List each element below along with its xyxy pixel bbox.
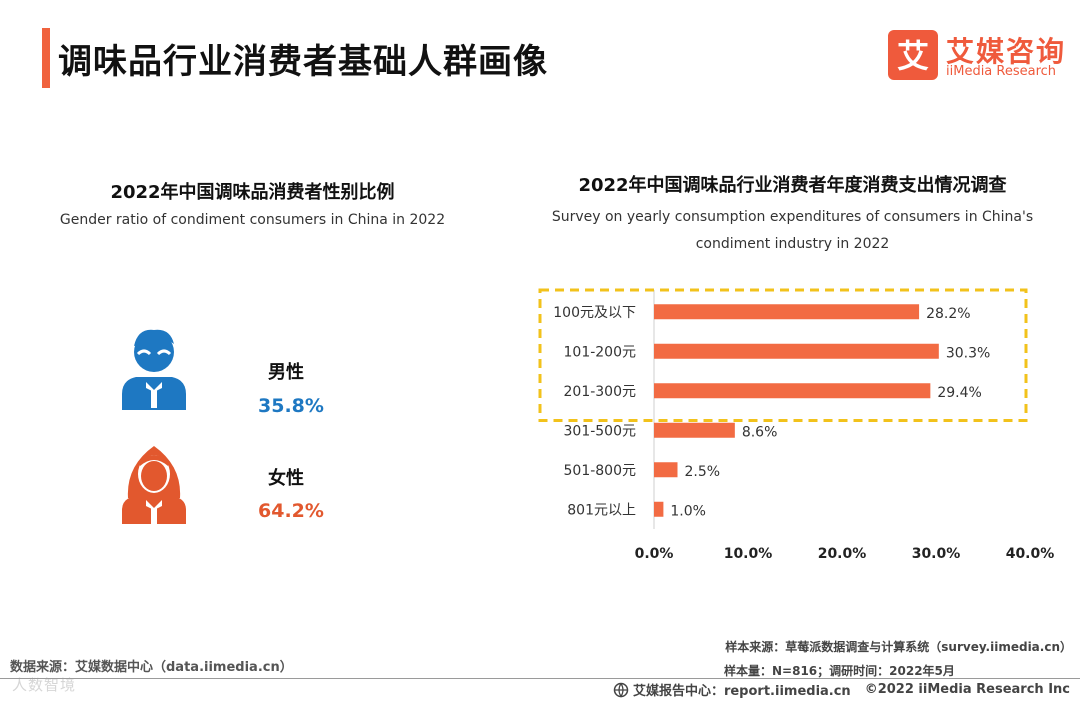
copyright: ©2022 iiMedia Research Inc <box>864 682 1070 697</box>
data-source-left: 数据来源：艾媒数据中心（data.iimedia.cn） <box>10 660 293 675</box>
footer: 艾媒报告中心：report.iimedia.cn ©2022 iiMedia R… <box>613 680 1070 699</box>
value-label: 30.3% <box>946 345 990 361</box>
bar <box>654 501 664 517</box>
iimedia-logo[interactable]: 艾 艾媒咨询 iiMedia Research <box>888 30 1068 82</box>
logo-mark: 艾 <box>888 30 938 80</box>
female-person-icon <box>122 446 186 524</box>
globe-icon <box>613 682 629 698</box>
title-accent-bar <box>42 28 50 88</box>
value-label: 1.0% <box>670 503 706 519</box>
expenditure-chart-title: 2022年中国调味品行业消费者年度消费支出情况调查 <box>578 175 1007 196</box>
sample-size: 样本量：N=816；调研时间：2022年5月 <box>724 664 955 678</box>
male-person-icon <box>122 329 186 410</box>
male-percentage: 35.8% <box>258 395 324 417</box>
footer-divider <box>0 678 1080 679</box>
subtitle-line-1: Survey on yearly consumption expenditure… <box>551 209 1034 225</box>
gender-chart-subtitle: Gender ratio of condiment consumers in C… <box>59 212 446 228</box>
value-label: 29.4% <box>937 385 981 401</box>
value-label: 8.6% <box>742 424 778 440</box>
page-title: 调味品行业消费者基础人群画像 <box>58 42 548 82</box>
expenditure-bar-chart: 100元及以下 28.2% 101-200元 30.3% 201-300元 29.4% 30… <box>538 288 1055 562</box>
gender-chart-title: 2022年中国调味品消费者性别比例 <box>110 182 395 203</box>
female-label: 女性 <box>268 468 304 489</box>
category-label: 201-300元 <box>564 384 637 400</box>
x-tick-label: 40.0% <box>1006 546 1055 562</box>
sample-source: 样本来源：草莓派数据调查与计算系统（survey.iimedia.cn） <box>725 640 1072 654</box>
x-tick-label: 10.0% <box>724 546 773 562</box>
x-tick-label: 30.0% <box>912 546 961 562</box>
category-label: 101-200元 <box>564 344 637 360</box>
category-label: 501-800元 <box>564 463 637 479</box>
bar <box>654 462 678 478</box>
female-percentage: 64.2% <box>258 500 324 522</box>
value-label: 2.5% <box>685 464 721 480</box>
bar <box>654 343 939 359</box>
category-label: 100元及以下 <box>553 305 636 321</box>
x-tick-label: 0.0% <box>635 546 674 562</box>
value-label: 28.2% <box>926 306 970 322</box>
bar <box>654 304 920 320</box>
bar <box>654 383 931 399</box>
logo-text-cn: 艾媒咨询 <box>946 35 1067 68</box>
report-center-link[interactable]: 艾媒报告中心：report.iimedia.cn <box>632 684 851 699</box>
logo-mark-icon: 艾 <box>897 37 929 75</box>
logo-mark-char: 艾 <box>897 37 929 75</box>
bar <box>654 422 735 438</box>
male-label: 男性 <box>268 362 304 383</box>
logo-text-en: iiMedia Research <box>946 64 1057 79</box>
expenditure-chart-subtitle: Survey on yearly consumption expenditure… <box>540 204 1045 258</box>
subtitle-line-2: condiment industry in 2022 <box>695 236 890 252</box>
x-tick-label: 20.0% <box>818 546 867 562</box>
category-label: 801元以上 <box>567 502 636 518</box>
watermark: 人数智境 <box>12 676 77 694</box>
highlight-box <box>538 288 1028 422</box>
category-label: 301-500元 <box>564 423 637 439</box>
